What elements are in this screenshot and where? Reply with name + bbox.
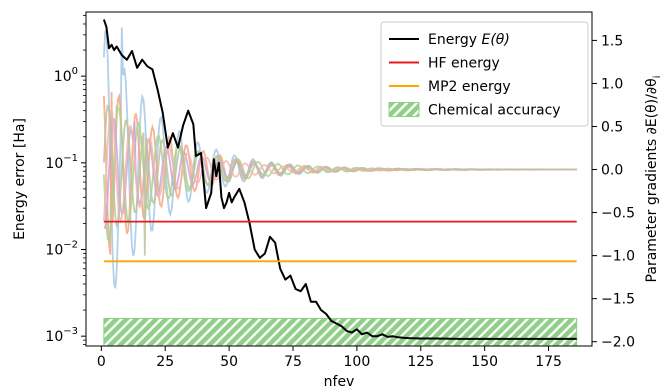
x-tick-label: 50 — [220, 354, 238, 370]
y-left-axis-label: Energy error [Ha] — [12, 118, 28, 240]
y-right-tick-label: 1.0 — [601, 76, 623, 92]
y-left-tick-label: 10−1 — [45, 153, 78, 172]
x-tick-label: 75 — [284, 354, 302, 370]
y-left-tick-label: 100 — [54, 66, 78, 85]
legend-label-hf-energy: HF energy — [428, 56, 500, 72]
x-tick-label: 100 — [344, 354, 371, 370]
y-right-tick-label: 0.5 — [601, 119, 623, 135]
y-right-tick-label: −0.5 — [601, 206, 635, 222]
y-right-tick-label: 1.5 — [601, 33, 623, 49]
legend-label-mp2-energy: MP2 energy — [428, 79, 511, 95]
y-left-tick-label: 10−3 — [45, 326, 78, 345]
y-left-tick-label: 10−2 — [45, 239, 78, 258]
y-right-axis-label: Parameter gradients ∂E(θ)/∂θi — [644, 76, 663, 283]
x-tick-label: 125 — [407, 354, 434, 370]
y-right-tick-label: 0.0 — [601, 163, 623, 179]
y-right-tick-label: −1.5 — [601, 292, 635, 308]
y-right-tick-label: −2.0 — [601, 335, 635, 351]
energy-e-line — [102, 19, 577, 340]
x-axis-label: nfev — [324, 374, 355, 390]
x-tick-label: 25 — [156, 354, 174, 370]
x-tick-label: 150 — [471, 354, 498, 370]
plot-frame — [85, 11, 593, 347]
x-tick-label: 0 — [97, 354, 106, 370]
legend-label-chemical-accuracy: Chemical accuracy — [428, 103, 561, 119]
chemical-accuracy-band — [103, 317, 578, 346]
y-right-tick-label: −1.0 — [601, 249, 635, 265]
legend-label-energy: Energy E(θ) — [428, 32, 510, 48]
gradient-trace-6 — [103, 104, 577, 256]
legend-box — [380, 21, 589, 127]
x-tick-label: 175 — [535, 354, 562, 370]
legend-swatch-chemical-accuracy — [388, 102, 420, 117]
